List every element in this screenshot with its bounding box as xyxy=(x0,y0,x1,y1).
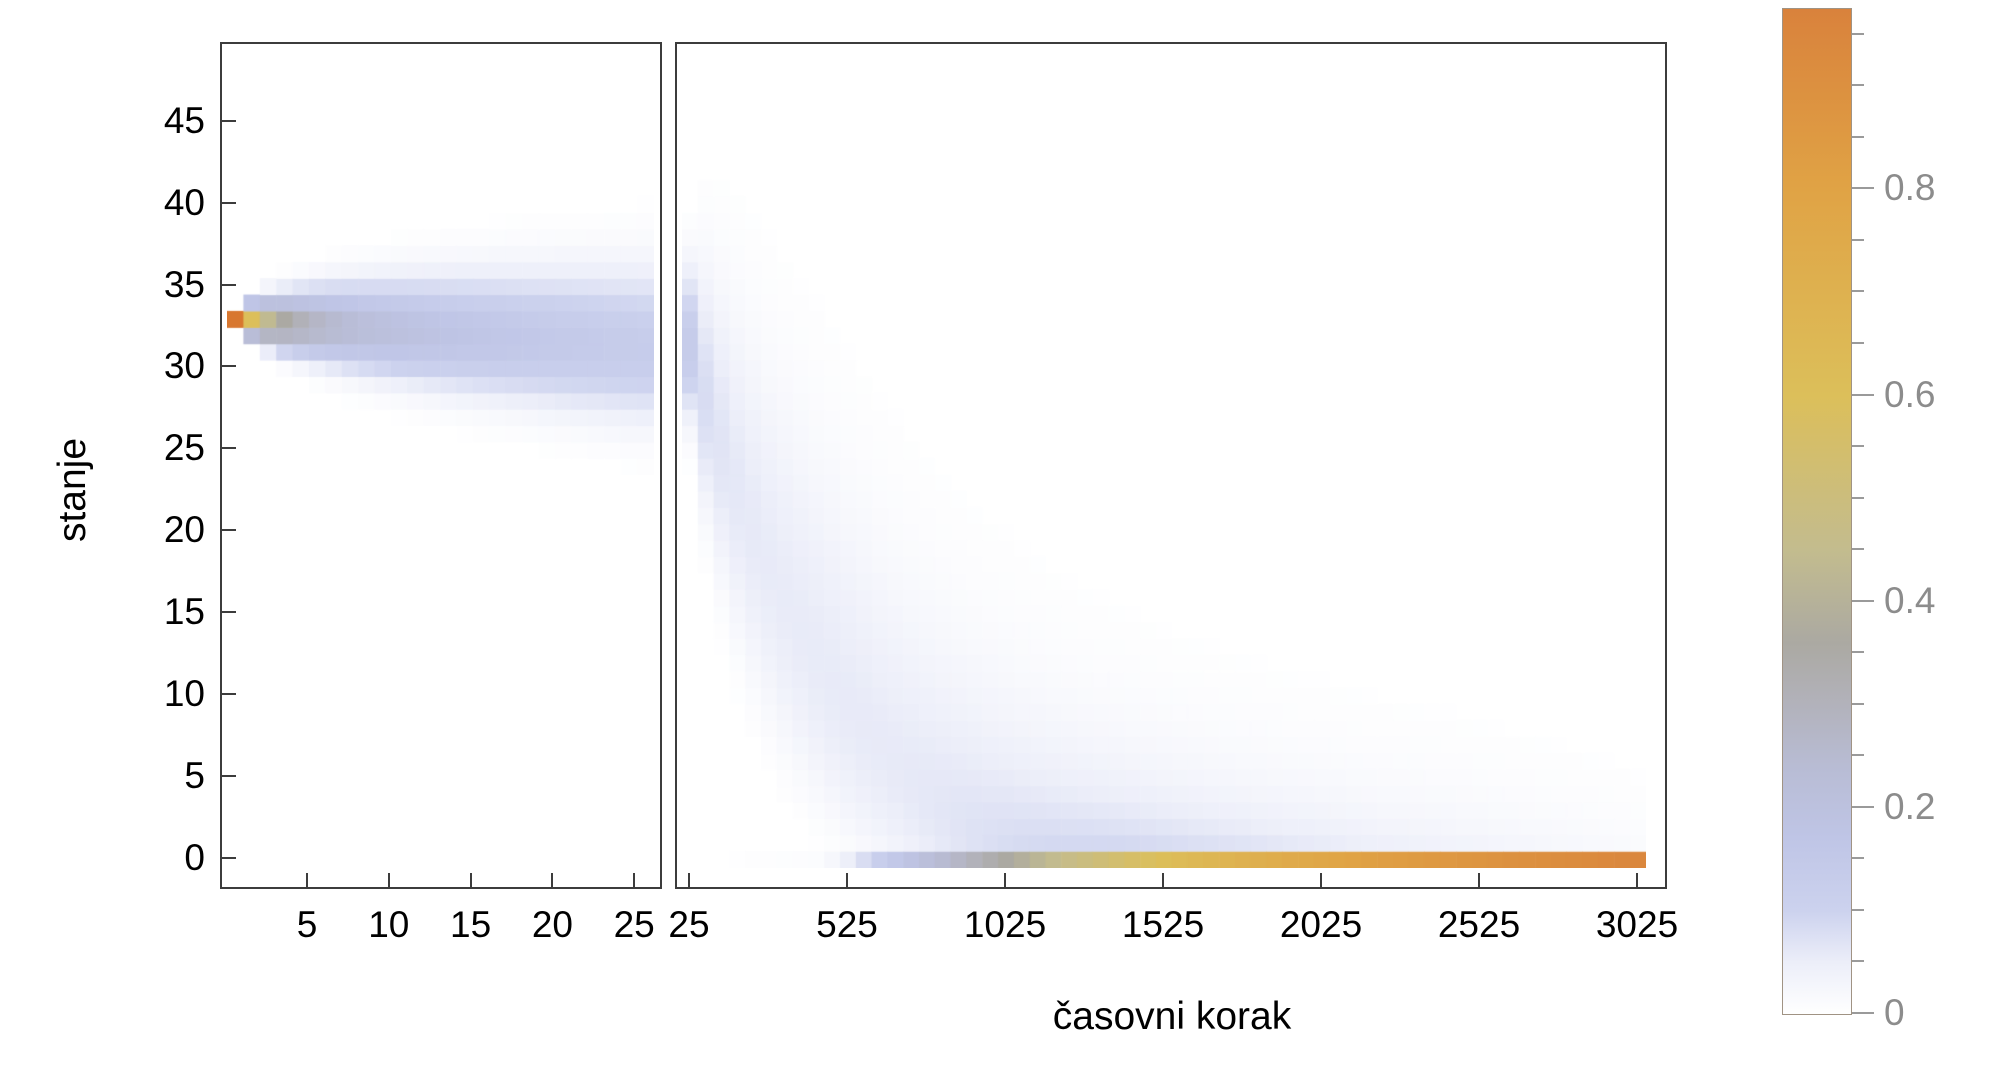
x-tick-label: 2525 xyxy=(1437,904,1521,945)
x-tick-mark xyxy=(469,873,472,887)
colorbar-major-tick xyxy=(1852,187,1874,190)
colorbar-minor-tick xyxy=(1852,754,1864,757)
x-tick-label: 1025 xyxy=(963,904,1047,945)
y-tick-mark xyxy=(222,610,236,613)
y-tick-mark xyxy=(222,283,236,286)
y-tick-label: 15 xyxy=(163,590,205,632)
colorbar-tick-label: 0 xyxy=(1884,992,1905,1033)
colorbar-minor-tick xyxy=(1852,290,1864,293)
colorbar xyxy=(1782,8,1852,1015)
y-tick-label: 30 xyxy=(163,345,205,387)
y-tick-label: 5 xyxy=(184,754,205,796)
colorbar-major-tick xyxy=(1852,1012,1874,1014)
colorbar-minor-tick xyxy=(1852,908,1864,911)
y-tick-mark xyxy=(222,856,236,859)
colorbar-minor-tick xyxy=(1852,857,1864,860)
x-tick-label: 1525 xyxy=(1121,904,1205,945)
left-heatmap-panel xyxy=(220,42,662,889)
colorbar-major-tick xyxy=(1852,599,1874,602)
colorbar-minor-tick xyxy=(1852,960,1864,963)
y-tick-label: 45 xyxy=(163,99,205,141)
x-tick-mark xyxy=(306,873,308,887)
x-tick-mark xyxy=(387,873,390,887)
y-tick-label: 0 xyxy=(184,836,205,878)
x-tick-mark xyxy=(551,873,554,887)
colorbar-tick-label: 0.6 xyxy=(1884,373,1936,415)
y-tick-mark xyxy=(222,365,236,368)
colorbar-minor-tick xyxy=(1852,84,1864,87)
x-tick-mark xyxy=(1320,873,1322,887)
colorbar-tick-label: 0.4 xyxy=(1884,579,1936,621)
x-tick-label: 25 xyxy=(613,904,655,945)
x-tick-mark xyxy=(1478,873,1480,887)
y-tick-label: 40 xyxy=(163,181,205,223)
y-tick-label: 35 xyxy=(163,263,205,305)
x-tick-label: 25 xyxy=(668,904,710,945)
x-tick-mark xyxy=(633,873,636,887)
heatmap-canvas-left xyxy=(227,49,654,868)
y-tick-mark xyxy=(222,529,236,532)
x-tick-mark xyxy=(1162,873,1164,887)
colorbar-minor-tick xyxy=(1852,548,1864,551)
y-tick-mark xyxy=(222,447,236,450)
x-tick-label: 10 xyxy=(368,904,410,945)
right-heatmap-panel xyxy=(675,42,1667,889)
x-tick-label: 20 xyxy=(531,904,573,945)
x-tick-label: 5 xyxy=(296,904,318,945)
colorbar-minor-tick xyxy=(1852,496,1864,499)
y-tick-label: 20 xyxy=(163,509,205,551)
colorbar-tick-label: 0.8 xyxy=(1884,167,1936,209)
y-tick-label: 25 xyxy=(163,427,205,469)
y-tick-mark xyxy=(222,201,236,204)
colorbar-major-tick xyxy=(1852,393,1874,396)
colorbar-minor-tick xyxy=(1852,135,1864,138)
x-tick-label: 15 xyxy=(450,904,492,945)
colorbar-minor-tick xyxy=(1852,445,1864,448)
colorbar-tick-label: 0.2 xyxy=(1884,785,1936,827)
colorbar-major-tick xyxy=(1852,805,1874,808)
x-tick-label: 525 xyxy=(816,904,878,945)
y-tick-label: 10 xyxy=(163,672,205,714)
x-tick-mark xyxy=(688,873,690,887)
colorbar-minor-tick xyxy=(1852,32,1864,35)
y-tick-mark xyxy=(222,119,236,122)
x-tick-label: 3025 xyxy=(1595,904,1679,945)
colorbar-minor-tick xyxy=(1852,342,1864,344)
x-tick-mark xyxy=(1636,873,1638,887)
colorbar-minor-tick xyxy=(1852,651,1864,654)
colorbar-minor-tick xyxy=(1852,238,1864,241)
x-axis-label: časovni korak xyxy=(1052,995,1292,1038)
x-tick-label: 2025 xyxy=(1279,904,1363,945)
heatmap-canvas-right xyxy=(682,49,1646,868)
y-tick-mark xyxy=(222,692,236,695)
x-tick-mark xyxy=(846,873,848,887)
y-tick-mark xyxy=(222,774,236,777)
x-tick-mark xyxy=(1004,873,1006,887)
colorbar-minor-tick xyxy=(1852,702,1864,705)
